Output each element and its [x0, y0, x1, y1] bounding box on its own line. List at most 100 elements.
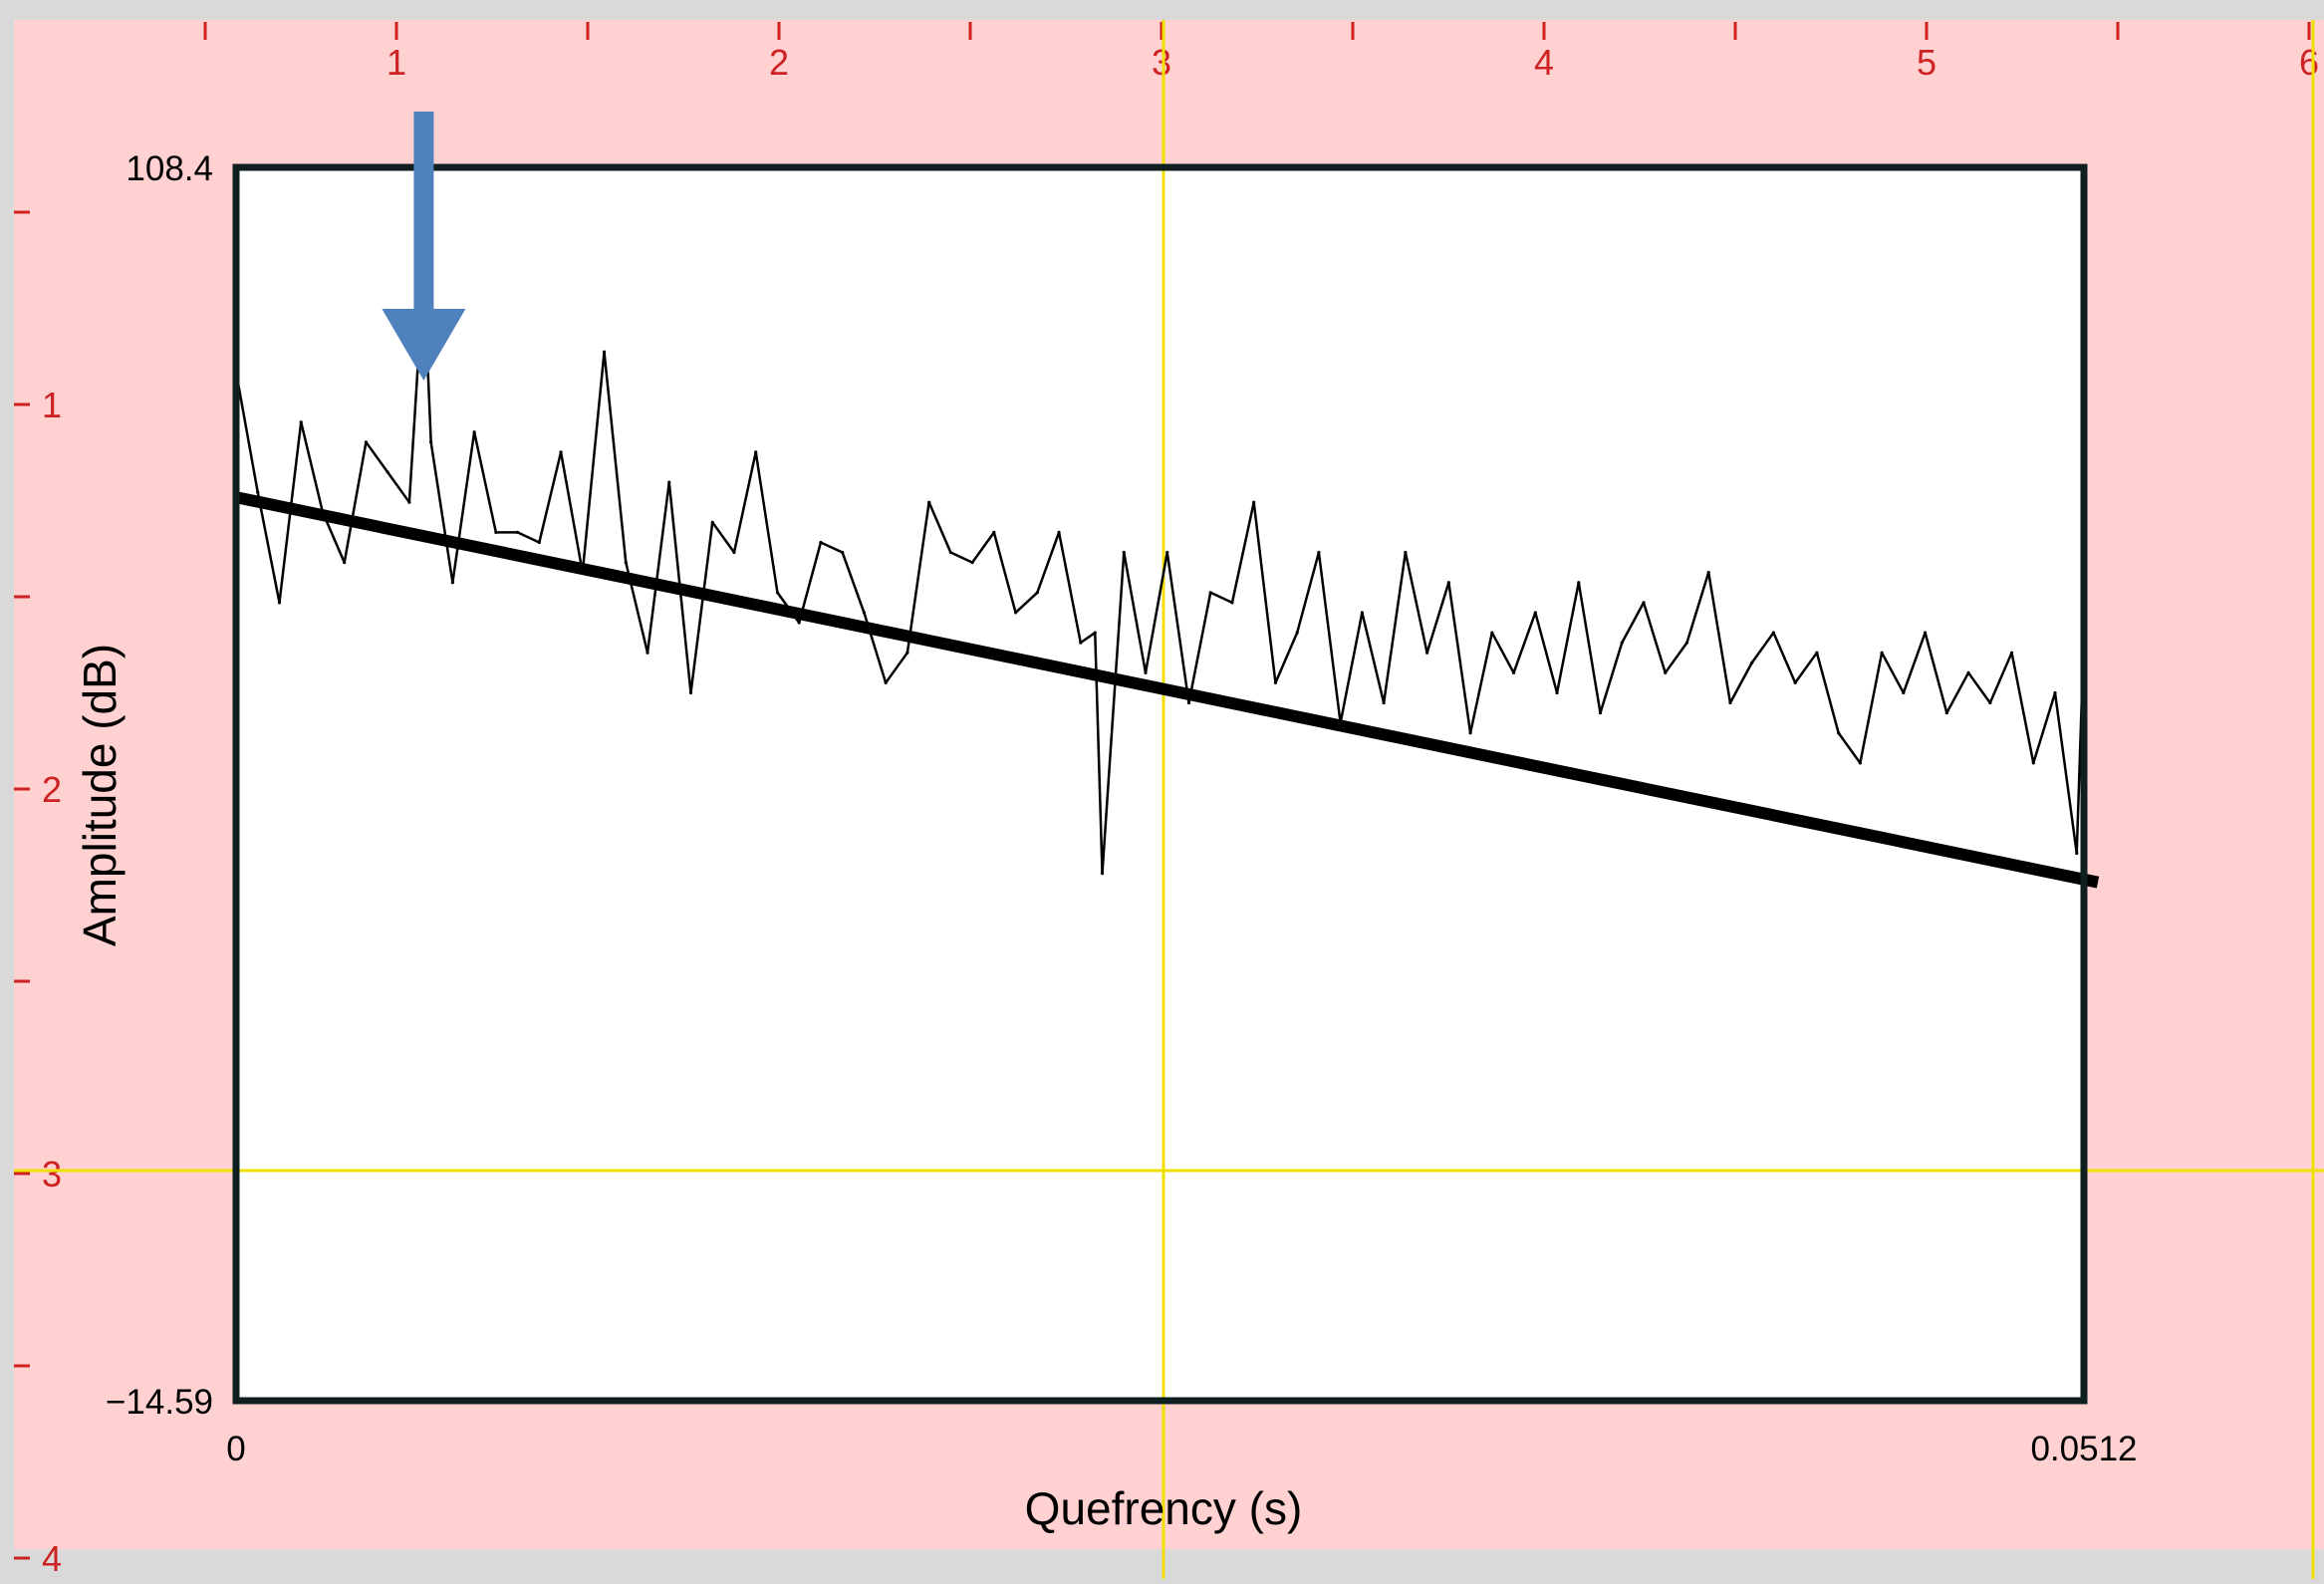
cepstrum-segment — [1425, 582, 1450, 654]
y-tick-label-min: −14.59 — [106, 1383, 213, 1422]
arrow-shaft — [413, 112, 434, 311]
guide-lines — [14, 20, 2324, 1579]
cepstrum-segment — [256, 491, 281, 604]
x-tick-label-max: 0.0512 — [2030, 1430, 2137, 1468]
ruler-top-label: 5 — [1917, 42, 1937, 83]
cepstrum-segment — [1468, 632, 1494, 733]
cepstrum-segment — [1295, 552, 1321, 634]
ruler-top-label: 1 — [387, 42, 406, 83]
cepstrum-segment — [1404, 552, 1428, 654]
series-layer — [234, 270, 2100, 889]
left-ruler: 1 2 3 4 — [14, 210, 62, 1579]
cepstrum-segment — [1555, 582, 1581, 693]
cepstrum-segment — [1339, 612, 1364, 723]
axis-layer: 108.4 −14.59 0 0.0512 Quefrency (s) Ampl… — [74, 149, 2138, 1534]
cepstrum-segment — [559, 451, 585, 573]
cepstrum-segment — [1577, 582, 1602, 713]
arrow-head — [382, 309, 466, 381]
ruler-left-label: 4 — [42, 1538, 62, 1579]
cepstrum-segment — [2053, 692, 2078, 854]
cepstrum-segment — [343, 441, 368, 563]
cepstrum-segment — [1685, 572, 1710, 644]
cepstrum-segment — [1512, 612, 1537, 673]
cepstrum-segment — [711, 521, 735, 554]
cepstrum-segment — [1382, 552, 1408, 703]
ruler-left-label: 1 — [42, 385, 62, 425]
cepstrum-segment — [1123, 552, 1148, 673]
cepstrum-segment — [841, 552, 866, 614]
cepstrum-segment — [451, 431, 476, 583]
peak-arrow-icon — [382, 112, 466, 381]
cepstrum-segment — [820, 541, 844, 554]
cepstrum-segment — [1080, 632, 1096, 645]
cepstrum-segment — [1187, 592, 1212, 703]
cepstrum-segment — [1317, 552, 1342, 723]
cepstrum-segment — [1750, 632, 1775, 663]
cepstrum-segment — [1230, 501, 1255, 604]
cepstrum-segment — [1859, 652, 1884, 764]
cepstrum-segment — [689, 522, 714, 693]
plot-frame — [232, 163, 2088, 1405]
plot-area — [236, 167, 2084, 1401]
ruler-top-label: 2 — [769, 42, 789, 83]
cepstrum-segment — [949, 551, 973, 564]
cepstrum-segment — [754, 451, 779, 593]
cepstrum-segment — [1881, 652, 1905, 694]
cepstrum-segment — [1209, 591, 1233, 604]
cepstrum-segment — [429, 441, 454, 583]
cepstrum-segment — [1642, 602, 1667, 673]
cepstrum-segment — [1144, 552, 1168, 673]
cepstrum-segment — [2010, 652, 2035, 764]
cepstrum-segment — [927, 501, 952, 554]
cepstrum-segment — [538, 451, 563, 543]
cepstrum-segment — [905, 502, 930, 654]
cepstrum-segment — [1988, 652, 2013, 704]
ruler-top-label: 6 — [2299, 42, 2319, 83]
cepstrum-segment — [971, 531, 995, 564]
cepstrum-segment — [1274, 632, 1299, 683]
cepstrum-segment — [1014, 591, 1039, 614]
x-axis-label: Quefrency (s) — [1025, 1482, 1303, 1534]
ruler-left-label: 3 — [42, 1154, 62, 1194]
y-axis-label: Amplitude (dB) — [74, 644, 126, 946]
cepstrum-segment — [992, 532, 1017, 614]
cepstrum-segment — [472, 431, 498, 533]
cepstrum-segment — [1794, 652, 1818, 684]
cepstrum-segment — [299, 421, 325, 513]
cepstrum-segment — [885, 652, 908, 684]
ruler-top-label: 3 — [1152, 42, 1171, 83]
cepstrum-segment — [1728, 661, 1753, 704]
cepstrum-segment — [1599, 642, 1624, 713]
cepstrum-segment — [1447, 582, 1472, 733]
cepstrum-segment — [1967, 671, 1991, 704]
cepstrum-segment — [581, 352, 606, 573]
cepstrum-segment — [2032, 692, 2057, 764]
cepstrum-segment — [1036, 531, 1061, 594]
cepstrum-segment — [1057, 532, 1083, 644]
cepstrum-segment — [646, 481, 671, 654]
cepstrum-segment — [1924, 632, 1948, 713]
cepstrum-segment — [1490, 632, 1515, 673]
cepstrum-segment — [603, 352, 628, 563]
cepstrum-segment — [1945, 671, 1970, 714]
cepstrum-segment — [1534, 612, 1559, 693]
ruler-top-label: 4 — [1534, 42, 1554, 83]
cepstrum-segment — [1165, 552, 1190, 703]
cepstrum-segment — [1837, 731, 1862, 764]
x-tick-label-min: 0 — [226, 1430, 245, 1468]
cepstrum-segment — [1902, 632, 1927, 693]
cepstrum-segment — [732, 451, 757, 553]
cepstrum-segment — [1815, 652, 1840, 734]
cepstrum-segment — [1664, 642, 1688, 674]
cepstrum-segment — [1772, 632, 1797, 683]
cepstrum-segment — [1621, 602, 1646, 644]
ruler-left-label: 2 — [42, 769, 62, 810]
trend-line — [234, 491, 2100, 889]
cepstrum-segment — [1361, 612, 1386, 703]
y-tick-label-max: 108.4 — [126, 149, 213, 188]
top-ruler: 1 2 3 4 5 6 — [203, 22, 2319, 83]
cepstrum-segment — [1706, 572, 1732, 703]
cepstrum-segment — [387, 471, 410, 503]
